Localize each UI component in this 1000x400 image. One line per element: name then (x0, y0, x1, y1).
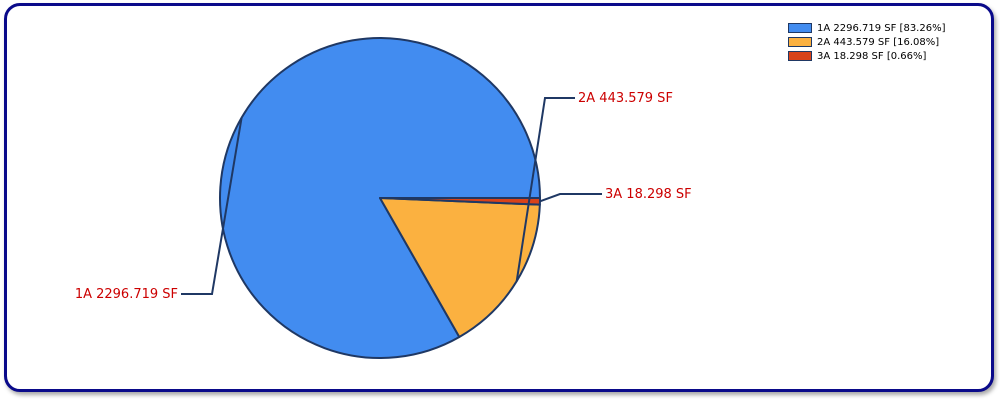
legend-label: 3A 18.298 SF [0.66%] (817, 50, 927, 62)
legend-swatch (788, 23, 812, 33)
legend-item-1a: 1A 2296.719 SF [83.26%] (788, 21, 948, 35)
legend-item-2a: 2A 443.579 SF [16.08%] (788, 35, 948, 49)
pie-slice-3a (379, 197, 541, 206)
pie-slices (219, 37, 541, 359)
leader-line-3a (539, 193, 602, 203)
pie-slice-2a (379, 197, 541, 338)
legend: 1A 2296.719 SF [83.26%] 2A 443.579 SF [16… (788, 21, 948, 63)
leader-line-2a (515, 97, 575, 282)
leader-line-1a (181, 117, 243, 295)
legend-label: 1A 2296.719 SF [83.26%] (817, 22, 946, 34)
legend-swatch (788, 51, 812, 61)
legend-swatch (788, 37, 812, 47)
legend-item-3a: 3A 18.298 SF [0.66%] (788, 49, 948, 63)
legend-label: 2A 443.579 SF [16.08%] (817, 36, 940, 48)
slice-label-2a: 2A 443.579 SF (578, 91, 673, 106)
slice-label-3a: 3A 18.298 SF (605, 187, 692, 202)
pie-labels: 1A 2296.719 SF 2A 443.579 SF 3A 18.298 SF (75, 91, 692, 302)
slice-label-1a: 1A 2296.719 SF (75, 287, 178, 302)
